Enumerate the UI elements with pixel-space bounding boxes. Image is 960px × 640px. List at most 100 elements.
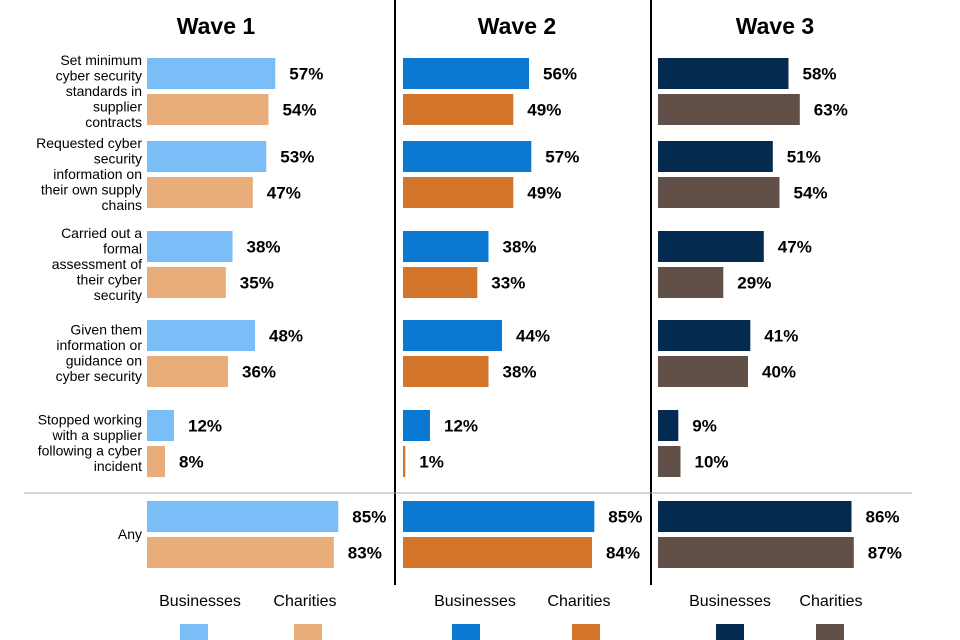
category-label-line: their own supply xyxy=(41,181,142,197)
value-label-wave-2-businesses-cat-guidance: 44% xyxy=(516,327,550,346)
bar-wave-1-charities-cat-requested xyxy=(147,177,253,208)
category-label-line: incident xyxy=(94,458,142,474)
bar-wave-1-charities-cat-standards xyxy=(147,94,269,125)
category-label-line: cyber security xyxy=(56,368,142,384)
value-label-wave-3-businesses-cat-any: 86% xyxy=(866,508,900,527)
value-label-wave-1-charities-cat-requested: 47% xyxy=(267,184,301,203)
category-label-cat-requested: Requested cyber security information on the… xyxy=(36,135,142,213)
bar-wave-3-businesses-cat-stopped xyxy=(658,410,679,441)
category-label-cat-assessment: Carried out a formal assessment of their cy… xyxy=(52,225,143,303)
bar-wave-2-charities-cat-stopped xyxy=(403,446,406,477)
value-label-wave-3-charities-cat-stopped: 10% xyxy=(695,453,729,472)
value-label-wave-3-businesses-cat-stopped: 9% xyxy=(692,417,717,436)
value-label-wave-3-businesses-cat-assessment: 47% xyxy=(778,238,812,257)
bar-wave-2-charities-cat-requested xyxy=(403,177,514,208)
value-labels: 57% 53% 38% 48% 12% 85% 54% 47% 35% 36% 8% 83% 56% 57… xyxy=(179,65,902,563)
value-label-wave-2-charities-cat-requested: 49% xyxy=(527,184,561,203)
category-label-line: information or xyxy=(56,337,142,353)
value-label-wave-2-charities-cat-standards: 49% xyxy=(527,101,561,120)
value-label-wave-1-businesses-cat-assessment: 38% xyxy=(247,238,281,257)
category-label-line: security xyxy=(94,150,142,166)
category-label-cat-any: Any xyxy=(118,526,142,542)
category-labels: Set minimum cyber security standards in sup… xyxy=(36,52,142,542)
bar-wave-2-charities-cat-any xyxy=(403,537,592,568)
legend-swatch-wave-2-charities xyxy=(572,624,600,640)
category-label-line: their cyber xyxy=(77,271,143,287)
bar-wave-2-charities-cat-assessment xyxy=(403,267,478,298)
value-label-wave-3-charities-cat-standards: 63% xyxy=(814,101,848,120)
bar-wave-3-businesses-cat-guidance xyxy=(658,320,751,351)
legend-label-wave-2-charities: Charities xyxy=(547,593,610,610)
value-label-wave-3-charities-cat-requested: 54% xyxy=(794,184,828,203)
category-label-cat-stopped: Stopped working with a supplier following … xyxy=(38,412,143,475)
wave-title-3: Wave 3 xyxy=(736,13,814,39)
category-label-line: Stopped working xyxy=(38,412,142,428)
bar-wave-3-charities-cat-requested xyxy=(658,177,780,208)
category-label-line: Given them xyxy=(70,322,142,338)
category-label-line: security xyxy=(94,287,142,303)
bar-wave-3-charities-cat-standards xyxy=(658,94,800,125)
bar-wave-3-charities-cat-any xyxy=(658,537,854,568)
category-label-line: with a supplier xyxy=(52,427,143,443)
bar-wave-1-businesses-cat-stopped xyxy=(147,410,174,441)
category-label-line: contracts xyxy=(85,114,142,130)
value-label-wave-2-businesses-cat-standards: 56% xyxy=(543,65,577,84)
bar-wave-2-businesses-cat-assessment xyxy=(403,231,489,262)
category-label-line: cyber security xyxy=(56,67,142,83)
bar-wave-1-businesses-cat-guidance xyxy=(147,320,255,351)
legend-label-wave-3-businesses: Businesses xyxy=(689,593,771,610)
value-label-wave-2-charities-cat-any: 84% xyxy=(606,544,640,563)
value-label-wave-2-charities-cat-stopped: 1% xyxy=(419,453,444,472)
bar-wave-3-businesses-cat-assessment xyxy=(658,231,764,262)
value-label-wave-3-businesses-cat-guidance: 41% xyxy=(764,327,798,346)
bar-wave-3-charities-cat-assessment xyxy=(658,267,724,298)
wave-title-1: Wave 1 xyxy=(177,13,256,39)
value-label-wave-1-charities-cat-assessment: 35% xyxy=(240,274,274,293)
value-label-wave-1-businesses-cat-stopped: 12% xyxy=(188,417,222,436)
value-label-wave-1-charities-cat-stopped: 8% xyxy=(179,453,204,472)
legend-label-wave-1-charities: Charities xyxy=(273,593,336,610)
category-label-cat-standards: Set minimum cyber security standards in sup… xyxy=(56,52,143,130)
category-label-line: chains xyxy=(102,197,142,213)
value-label-wave-2-businesses-cat-any: 85% xyxy=(608,508,642,527)
legend-swatch-wave-2-businesses xyxy=(452,624,480,640)
value-label-wave-3-charities-cat-guidance: 40% xyxy=(762,363,796,382)
legend-label-wave-2-businesses: Businesses xyxy=(434,593,516,610)
value-label-wave-1-charities-cat-standards: 54% xyxy=(283,101,317,120)
bar-wave-2-businesses-cat-any xyxy=(403,501,595,532)
value-label-wave-2-businesses-cat-requested: 57% xyxy=(545,148,579,167)
bar-series xyxy=(147,58,854,568)
bar-wave-1-charities-cat-guidance xyxy=(147,356,228,387)
bar-wave-2-businesses-cat-guidance xyxy=(403,320,502,351)
bar-wave-1-businesses-cat-standards xyxy=(147,58,276,89)
category-label-line: Requested cyber xyxy=(36,135,142,151)
value-label-wave-2-charities-cat-guidance: 38% xyxy=(503,363,537,382)
legend-label-wave-1-businesses: Businesses xyxy=(159,593,241,610)
bar-wave-2-businesses-cat-stopped xyxy=(403,410,430,441)
bar-wave-2-businesses-cat-standards xyxy=(403,58,529,89)
bar-wave-1-businesses-cat-any xyxy=(147,501,339,532)
value-label-wave-2-charities-cat-assessment: 33% xyxy=(491,274,525,293)
category-label-line: guidance on xyxy=(66,353,142,369)
category-label-line: information on xyxy=(53,166,142,182)
value-label-wave-1-businesses-cat-standards: 57% xyxy=(289,65,323,84)
wave-titles: Wave 1 Wave 2 Wave 3 xyxy=(177,13,814,39)
bar-wave-3-charities-cat-stopped xyxy=(658,446,681,477)
value-label-wave-3-businesses-cat-standards: 58% xyxy=(803,65,837,84)
category-label-line: supplier xyxy=(93,98,142,114)
legend-swatch-wave-1-charities xyxy=(294,624,322,640)
value-label-wave-1-businesses-cat-any: 85% xyxy=(352,508,386,527)
category-label-line: formal xyxy=(103,240,142,256)
legend-label-wave-3-charities: Charities xyxy=(799,593,862,610)
panel-dividers xyxy=(24,0,912,585)
bar-wave-2-charities-cat-standards xyxy=(403,94,514,125)
value-label-wave-3-charities-cat-assessment: 29% xyxy=(737,274,771,293)
legend-swatch-wave-3-businesses xyxy=(716,624,744,640)
legend-swatch-wave-3-charities xyxy=(816,624,844,640)
category-label-line: Any xyxy=(118,526,142,542)
category-label-line: Set minimum xyxy=(60,52,142,68)
value-label-wave-1-charities-cat-any: 83% xyxy=(348,544,382,563)
category-label-line: Carried out a xyxy=(61,225,142,241)
value-label-wave-1-businesses-cat-guidance: 48% xyxy=(269,327,303,346)
